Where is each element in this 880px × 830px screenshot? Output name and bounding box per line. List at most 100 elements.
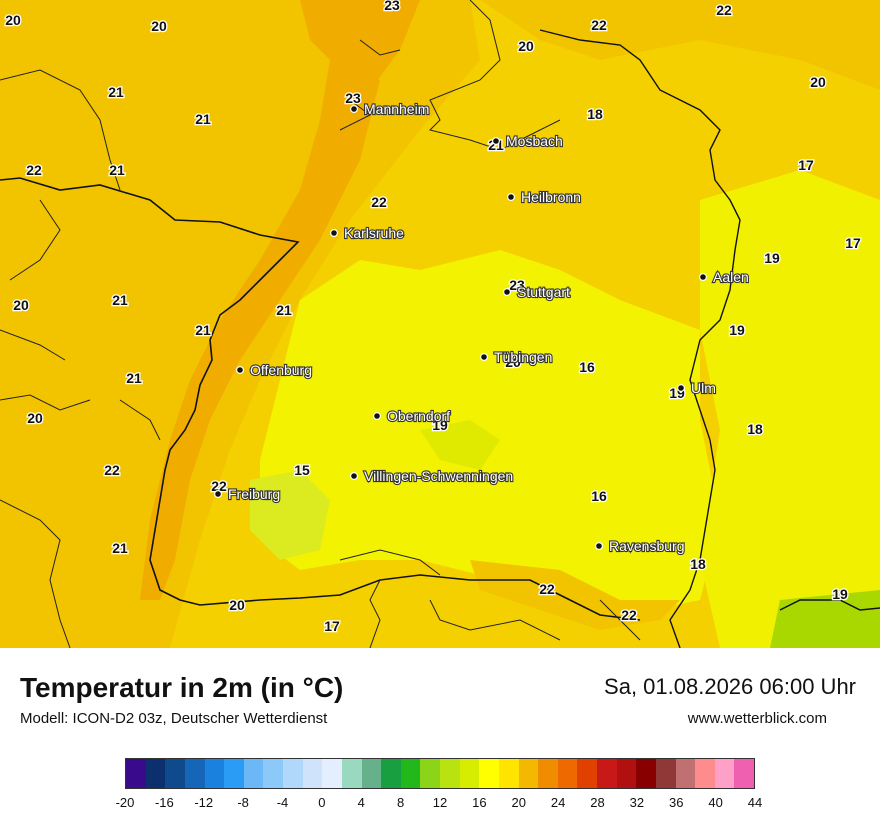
temperature-value: 22 (716, 2, 732, 18)
legend-swatch (283, 759, 303, 788)
legend-swatch (675, 759, 696, 788)
legend-swatch (714, 759, 735, 788)
temperature-value: 23 (509, 277, 525, 293)
legend-tick: 24 (550, 795, 566, 810)
legend-tick: 0 (318, 795, 326, 810)
city-marker (480, 353, 489, 362)
city-marker (350, 472, 359, 481)
temperature-value: 20 (13, 297, 29, 313)
temperature-labels: 23 22 22 20 20 20 21 23 18 21 21 20 17 22 17 21 19 22 21 21… (4, 0, 862, 635)
legend-swatch (243, 759, 264, 788)
temperature-value: 20 (518, 38, 534, 54)
legend-tick: 44 (747, 795, 763, 810)
forecast-datetime: Sa, 01.08.2026 06:00 Uhr (604, 674, 856, 699)
legend-tick: 16 (472, 795, 487, 810)
city-marker (594, 541, 603, 550)
legend-swatch (577, 759, 597, 788)
legend-tick: -8 (237, 795, 249, 810)
temperature-value: 22 (26, 162, 42, 178)
temperature-value: 21 (126, 370, 142, 386)
temperature-value: 23 (384, 0, 400, 13)
temperature-value: 20 (27, 410, 43, 426)
temperature-value: 21 (276, 302, 292, 318)
legend-swatch (165, 759, 185, 788)
legend-swatch (302, 759, 323, 788)
temperature-value: 23 (345, 90, 361, 106)
temperature-value: 20 (151, 18, 167, 34)
legend-tick: -4 (276, 795, 289, 810)
legend-swatch (518, 759, 539, 788)
legend-tick: 28 (590, 795, 605, 810)
city-marker (236, 366, 245, 375)
color-legend (125, 758, 755, 789)
legend-swatch (204, 759, 225, 788)
temperature-value: 20 (5, 12, 21, 28)
city-label: Stuttgart (517, 284, 570, 300)
legend-swatch (695, 759, 715, 788)
legend-swatch (557, 759, 578, 788)
legend-swatch (420, 759, 440, 788)
city-marker (698, 273, 707, 282)
legend-swatch (616, 759, 637, 788)
city-marker (330, 229, 339, 238)
model-info: Modell: ICON-D2 03z, Deutscher Wetterdie… (20, 710, 328, 727)
temperature-value: 15 (294, 462, 310, 478)
temperature-value: 19 (432, 417, 448, 433)
temperature-value: 19 (729, 322, 745, 338)
temperature-value: 19 (832, 586, 848, 602)
temperature-value: 21 (195, 111, 211, 127)
city-marker (214, 490, 223, 499)
temperature-value: 22 (539, 581, 555, 597)
legend-tick: -16 (154, 795, 174, 810)
legend-swatch (322, 759, 342, 788)
temperature-value: 18 (587, 106, 603, 122)
city-marker (492, 137, 501, 146)
legend-tick: 40 (708, 795, 723, 810)
city-label: Karlsruhe (344, 225, 404, 241)
legend-swatch (341, 759, 362, 788)
legend-tick: 12 (432, 795, 448, 810)
legend-tick: 32 (629, 795, 645, 810)
legend-tick: 20 (511, 795, 526, 810)
website-link[interactable]: www.wetterblick.com (687, 710, 827, 727)
temperature-value: 21 (108, 84, 124, 100)
temperature-value: 22 (211, 478, 227, 494)
temperature-value: 22 (621, 607, 637, 623)
city-markers: Mannheim Mosbach Heilbronn Karlsruhe Aalen St… (214, 100, 750, 555)
city-label: Ulm (691, 380, 716, 396)
temperature-value: 20 (229, 597, 245, 613)
temperature-value: 17 (845, 235, 861, 251)
legend-swatch (440, 759, 460, 788)
temperature-value: 17 (798, 157, 814, 173)
legend-swatch (479, 759, 499, 788)
legend-tick: 36 (669, 795, 684, 810)
legend-swatch (734, 759, 754, 788)
legend-swatch (636, 759, 656, 788)
city-label: Freiburg (228, 486, 280, 502)
legend-tick-labels: -20 -16 -12 -8 -4 0 4 8 12 16 20 24 28 32 36 40 44 (116, 795, 763, 815)
city-label: Tübingen (494, 349, 552, 365)
map-title: Temperatur in 2m (in °C) (20, 672, 344, 703)
temperature-value: 21 (195, 322, 211, 338)
legend-swatch (263, 759, 283, 788)
temperature-value: 17 (324, 618, 340, 634)
legend-tick: -12 (194, 795, 214, 810)
city-label: Ravensburg (609, 538, 685, 554)
city-label: Villingen-Schwenningen (364, 468, 513, 484)
legend-swatch (538, 759, 558, 788)
legend-swatch (400, 759, 421, 788)
weather-map: 23 22 22 20 20 20 21 23 18 21 21 20 17 22 17 21 19 22 21 21… (0, 0, 880, 648)
legend-swatch (126, 759, 146, 788)
temperature-value: 18 (747, 421, 763, 437)
legend-swatch (381, 759, 401, 788)
city-label: Aalen (713, 269, 749, 285)
city-marker (373, 412, 382, 421)
temperature-value: 22 (591, 17, 607, 33)
temperature-value: 18 (690, 556, 706, 572)
city-marker (350, 104, 359, 113)
map-footer: Temperatur in 2m (in °C) Modell: ICON-D2… (0, 648, 880, 830)
legend-tick: -20 (115, 795, 135, 810)
city-label: Offenburg (250, 362, 312, 378)
legend-swatch (224, 759, 244, 788)
temperature-value: 20 (505, 354, 521, 370)
